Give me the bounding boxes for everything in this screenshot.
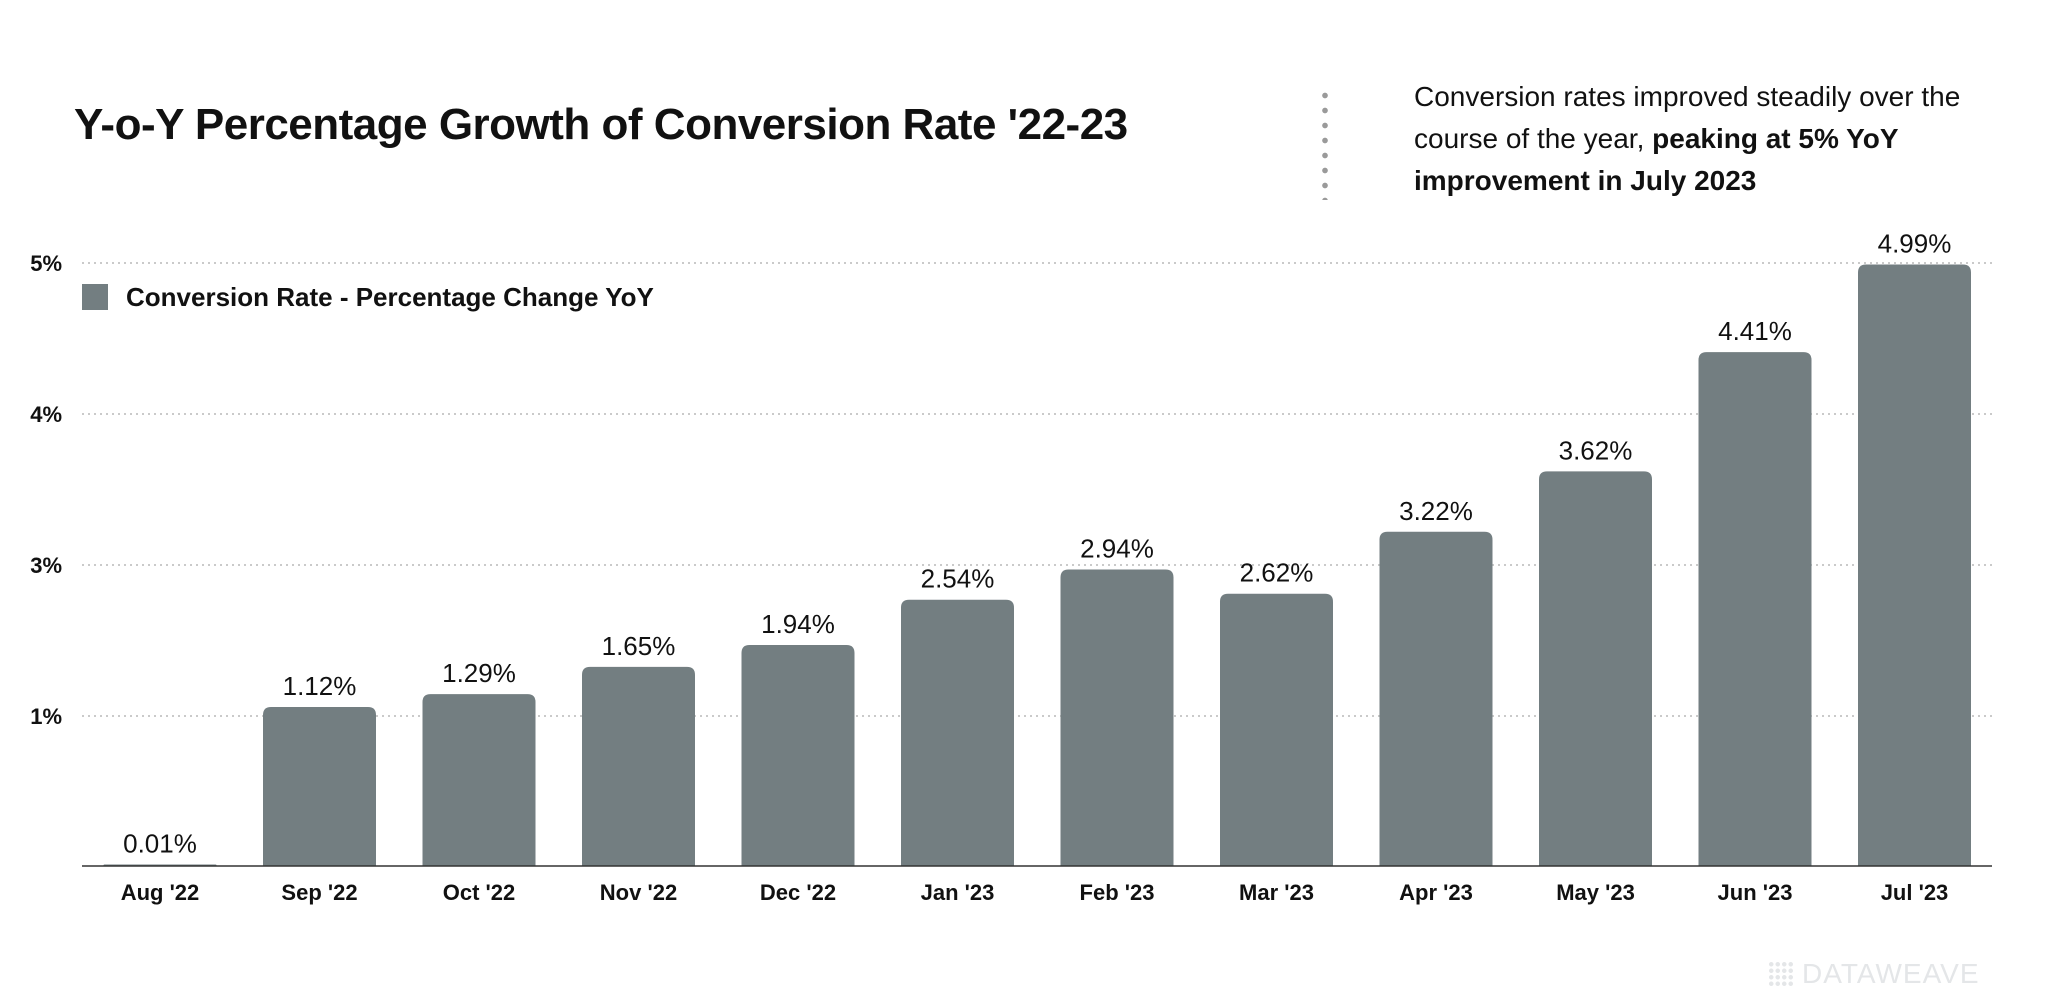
bar xyxy=(1220,593,1333,866)
x-axis-ticks: Aug '22 Sep '22 Oct '22 Nov '22 Dec '22 Jan '… xyxy=(121,880,1949,905)
x-tick-label: Jan '23 xyxy=(921,880,995,905)
data-label: 1.65% xyxy=(602,631,676,661)
brand-watermark: DATAWEAVE xyxy=(1768,958,1980,990)
x-tick-label: May '23 xyxy=(1556,880,1635,905)
x-tick-label: Mar '23 xyxy=(1239,880,1314,905)
bar xyxy=(263,706,376,866)
data-label: 3.22% xyxy=(1399,496,1473,526)
data-label: 1.94% xyxy=(761,609,835,639)
y-tick-label: 3% xyxy=(30,553,62,578)
data-label: 4.99% xyxy=(1878,229,1952,259)
bar xyxy=(1698,352,1812,867)
bar xyxy=(901,599,1014,866)
x-tick-label: Jun '23 xyxy=(1718,880,1793,905)
legend-swatch xyxy=(82,284,108,310)
data-label: 2.54% xyxy=(921,564,995,594)
legend: Conversion Rate - Percentage Change YoY xyxy=(82,282,654,312)
data-labels: 0.01% 1.12% 1.29% 1.65% 1.94% 2.54% 2.94% 2.62%… xyxy=(123,229,1951,859)
data-label: 2.94% xyxy=(1080,534,1154,564)
data-label: 3.62% xyxy=(1559,435,1633,465)
x-tick-label: Aug '22 xyxy=(121,880,200,905)
x-tick-label: Dec '22 xyxy=(760,880,836,905)
bar xyxy=(1858,264,1971,866)
callout-text: Conversion rates improved steadily over … xyxy=(1414,76,1994,202)
data-label: 2.62% xyxy=(1240,558,1314,588)
bar xyxy=(422,694,536,866)
y-tick-label: 5% xyxy=(30,251,62,276)
callout-regular-text: Conversion rates improved steadily over … xyxy=(1414,81,1961,154)
bars xyxy=(103,264,1971,867)
bar xyxy=(741,645,855,866)
x-tick-label: Sep '22 xyxy=(281,880,357,905)
x-tick-label: Nov '22 xyxy=(600,880,677,905)
data-label: 1.12% xyxy=(283,671,357,701)
bar xyxy=(1539,471,1652,866)
bar xyxy=(1060,569,1174,866)
data-label: 1.29% xyxy=(442,658,516,688)
bar xyxy=(582,666,695,866)
y-tick-label: 4% xyxy=(30,402,62,427)
bar xyxy=(1379,531,1493,866)
data-label: 0.01% xyxy=(123,829,197,859)
dataweave-logo-icon xyxy=(1768,961,1794,987)
y-tick-label: 1% xyxy=(30,704,62,729)
chart-title: Y-o-Y Percentage Growth of Conversion Ra… xyxy=(74,100,1128,149)
x-tick-label: Jul '23 xyxy=(1881,880,1949,905)
x-tick-label: Feb '23 xyxy=(1080,880,1155,905)
legend-label: Conversion Rate - Percentage Change YoY xyxy=(126,282,654,312)
x-tick-label: Apr '23 xyxy=(1399,880,1473,905)
data-label: 4.41% xyxy=(1718,316,1792,346)
callout-bold-text: peaking at 5% YoY improvement in July 20… xyxy=(1414,123,1899,196)
y-axis-ticks: 1% 3% 4% 5% xyxy=(30,251,62,729)
watermark-text: DATAWEAVE xyxy=(1802,958,1980,989)
gridlines xyxy=(82,262,1992,717)
callout-divider xyxy=(1322,88,1328,200)
x-tick-label: Oct '22 xyxy=(443,880,516,905)
